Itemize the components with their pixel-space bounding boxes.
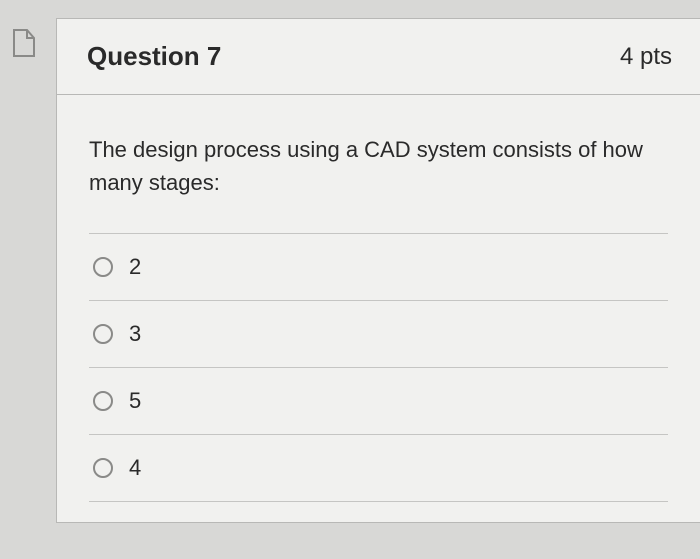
option-label: 4: [129, 455, 141, 481]
radio-icon[interactable]: [93, 257, 113, 277]
option-row[interactable]: 2: [89, 233, 668, 300]
option-row[interactable]: 3: [89, 300, 668, 367]
option-row[interactable]: 4: [89, 434, 668, 502]
question-card: Question 7 4 pts The design process usin…: [56, 18, 700, 523]
radio-icon[interactable]: [93, 391, 113, 411]
option-row[interactable]: 5: [89, 367, 668, 434]
question-header: Question 7 4 pts: [57, 19, 700, 95]
question-points: 4 pts: [620, 43, 672, 71]
question-title: Question 7: [87, 41, 221, 72]
question-text: The design process using a CAD system co…: [89, 133, 668, 199]
option-label: 2: [129, 254, 141, 280]
radio-icon[interactable]: [93, 324, 113, 344]
option-label: 5: [129, 388, 141, 414]
page-icon: [12, 28, 36, 58]
options-list: 2 3 5 4: [89, 233, 668, 502]
radio-icon[interactable]: [93, 458, 113, 478]
option-label: 3: [129, 321, 141, 347]
question-body: The design process using a CAD system co…: [57, 95, 700, 522]
